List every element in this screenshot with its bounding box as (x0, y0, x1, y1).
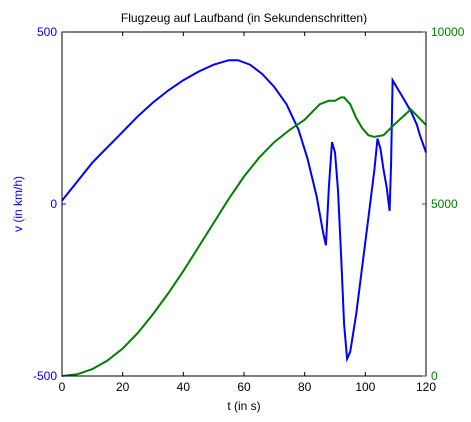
series-line-left (61, 59, 427, 363)
series-line-right (61, 96, 427, 377)
right-y-tick-label: 10000 (431, 25, 465, 39)
left-y-axis-ticks: -500 0 500 (33, 25, 66, 383)
x-tick-label: 120 (416, 380, 436, 394)
right-y-tick-label: 5000 (431, 197, 458, 211)
left-y-tick-label: -500 (33, 369, 57, 383)
x-tick-label: 20 (116, 380, 130, 394)
x-tick-label: 80 (298, 380, 312, 394)
x-axis-ticks: 0 20 40 60 80 100 120 (59, 32, 436, 394)
x-tick-label: 100 (355, 380, 375, 394)
right-y-axis-ticks: 0 5000 10000 (422, 25, 465, 383)
x-tick-label: 60 (237, 380, 251, 394)
right-y-tick-label: 0 (431, 369, 438, 383)
left-y-axis-label: v (in km/h) (11, 176, 25, 232)
x-axis-label: t (in s) (227, 399, 260, 413)
left-y-tick-label: 500 (37, 25, 57, 39)
x-tick-label: 40 (177, 380, 191, 394)
plot-lines (61, 59, 427, 377)
left-y-tick-label: 0 (50, 197, 57, 211)
x-tick-label: 0 (59, 380, 66, 394)
chart-title: Flugzeug auf Laufband (in Sekundenschrit… (121, 11, 367, 25)
